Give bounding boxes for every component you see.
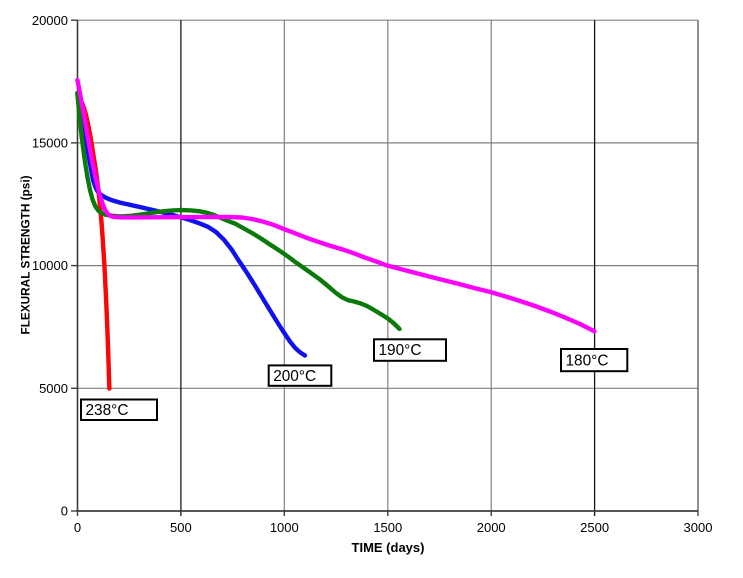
svg-text:20000: 20000 <box>32 13 68 28</box>
svg-text:0: 0 <box>61 504 68 519</box>
svg-text:0: 0 <box>74 520 81 535</box>
svg-text:180°C: 180°C <box>566 352 609 369</box>
svg-text:2500: 2500 <box>580 520 609 535</box>
svg-text:238°C: 238°C <box>86 402 129 419</box>
svg-text:TIME (days): TIME (days) <box>352 540 425 555</box>
svg-text:1000: 1000 <box>270 520 299 535</box>
svg-text:190°C: 190°C <box>379 342 422 359</box>
svg-text:FLEXURAL STRENGTH (psi): FLEXURAL STRENGTH (psi) <box>19 175 33 334</box>
svg-text:500: 500 <box>170 520 192 535</box>
svg-text:2000: 2000 <box>477 520 506 535</box>
svg-text:5000: 5000 <box>39 381 68 396</box>
svg-text:15000: 15000 <box>32 136 68 151</box>
svg-text:10000: 10000 <box>32 258 68 273</box>
svg-text:3000: 3000 <box>684 520 713 535</box>
svg-text:1500: 1500 <box>373 520 402 535</box>
svg-text:200°C: 200°C <box>273 368 316 385</box>
